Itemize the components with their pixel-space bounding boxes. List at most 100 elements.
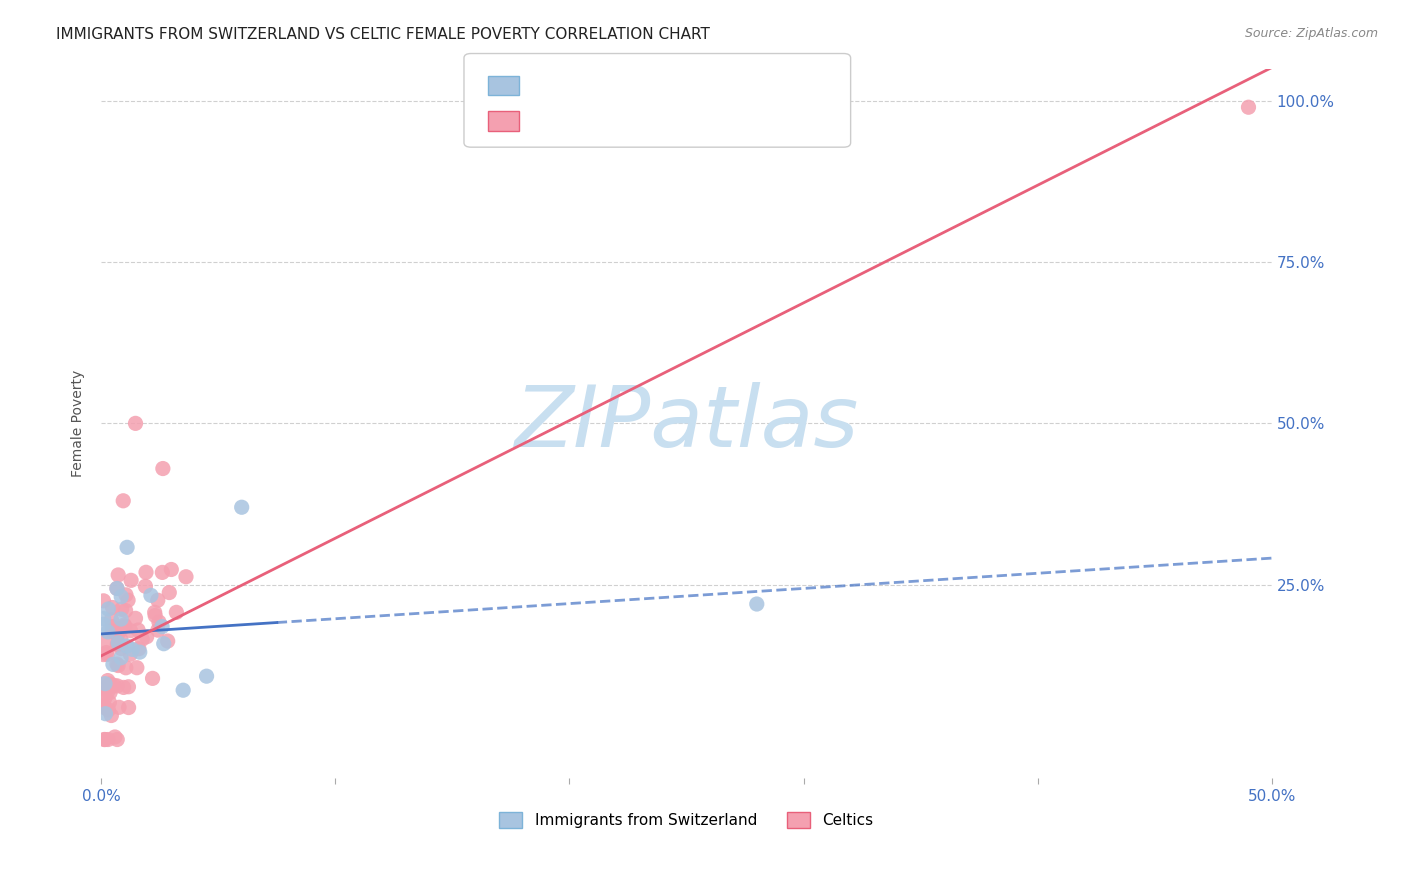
Point <box>134 579 156 593</box>
Point <box>112 618 135 632</box>
Point <box>115 639 138 653</box>
Point <box>143 608 166 623</box>
Point <box>97 624 120 639</box>
Point <box>105 582 128 596</box>
Point <box>94 690 117 705</box>
Point <box>160 562 183 576</box>
Point <box>120 574 142 588</box>
Point <box>110 650 132 665</box>
Point <box>112 681 135 695</box>
Point <box>97 703 120 717</box>
Point <box>93 732 115 747</box>
Point <box>128 645 150 659</box>
Point <box>117 680 139 694</box>
Point <box>93 686 115 700</box>
Point <box>94 676 117 690</box>
Point <box>124 417 146 431</box>
Point <box>96 680 118 694</box>
Text: N = 23: N = 23 <box>675 74 737 92</box>
Point <box>125 661 148 675</box>
Point <box>146 593 169 607</box>
Point <box>143 605 166 619</box>
Point <box>110 623 132 637</box>
Point <box>150 566 173 580</box>
Point <box>139 588 162 602</box>
Point <box>135 630 157 644</box>
Point <box>128 641 150 656</box>
Point <box>172 683 194 698</box>
Point <box>101 624 124 639</box>
Point <box>94 634 117 648</box>
Point <box>745 597 768 611</box>
Point <box>105 732 128 747</box>
Point <box>117 700 139 714</box>
Point <box>146 623 169 637</box>
Point <box>101 600 124 615</box>
Point <box>115 588 138 602</box>
Point <box>98 695 121 709</box>
Point <box>107 638 129 652</box>
Point <box>97 732 120 747</box>
Point <box>114 619 136 633</box>
Point <box>1237 100 1260 114</box>
Point <box>93 594 115 608</box>
Point <box>107 658 129 673</box>
Point <box>105 657 128 672</box>
Point <box>174 570 197 584</box>
Point <box>108 700 131 714</box>
Point <box>107 568 129 582</box>
Point <box>110 641 132 656</box>
Point <box>100 708 122 723</box>
Point <box>98 685 121 699</box>
Point <box>152 637 174 651</box>
Text: R = 0.728: R = 0.728 <box>527 110 610 128</box>
Point <box>107 628 129 642</box>
Point <box>103 678 125 692</box>
Point <box>148 615 170 629</box>
Legend: Immigrants from Switzerland, Celtics: Immigrants from Switzerland, Celtics <box>494 806 880 834</box>
Point <box>115 541 138 555</box>
Point <box>117 593 139 607</box>
Point <box>104 730 127 744</box>
Y-axis label: Female Poverty: Female Poverty <box>72 370 86 477</box>
Point <box>157 585 180 599</box>
Point <box>110 612 132 626</box>
Point <box>100 679 122 693</box>
Point <box>114 603 136 617</box>
Point <box>121 642 143 657</box>
Text: Source: ZipAtlas.com: Source: ZipAtlas.com <box>1244 27 1378 40</box>
Point <box>96 646 118 660</box>
Point <box>105 637 128 651</box>
Point <box>152 461 174 475</box>
Point <box>105 679 128 693</box>
Text: N = 77: N = 77 <box>675 110 737 128</box>
Point <box>110 602 132 616</box>
Point <box>107 636 129 650</box>
Point <box>110 632 132 647</box>
Point <box>120 648 142 662</box>
Point <box>96 648 118 662</box>
Point <box>135 566 157 580</box>
Point <box>112 493 135 508</box>
Point <box>93 611 115 625</box>
Point <box>165 606 187 620</box>
Point <box>97 673 120 688</box>
Point <box>110 590 132 604</box>
Text: ZIPatlas: ZIPatlas <box>515 382 859 465</box>
Point <box>115 661 138 675</box>
Point <box>98 677 121 691</box>
Point <box>101 620 124 634</box>
Point <box>195 669 218 683</box>
Point <box>124 611 146 625</box>
Point <box>120 624 142 638</box>
Point <box>105 582 128 596</box>
Point <box>93 617 115 632</box>
Point <box>100 613 122 627</box>
Point <box>93 698 115 713</box>
Point <box>93 648 115 662</box>
Point <box>93 700 115 714</box>
Text: IMMIGRANTS FROM SWITZERLAND VS CELTIC FEMALE POVERTY CORRELATION CHART: IMMIGRANTS FROM SWITZERLAND VS CELTIC FE… <box>56 27 710 42</box>
Point <box>94 706 117 721</box>
Point <box>94 732 117 747</box>
Point <box>131 632 153 646</box>
